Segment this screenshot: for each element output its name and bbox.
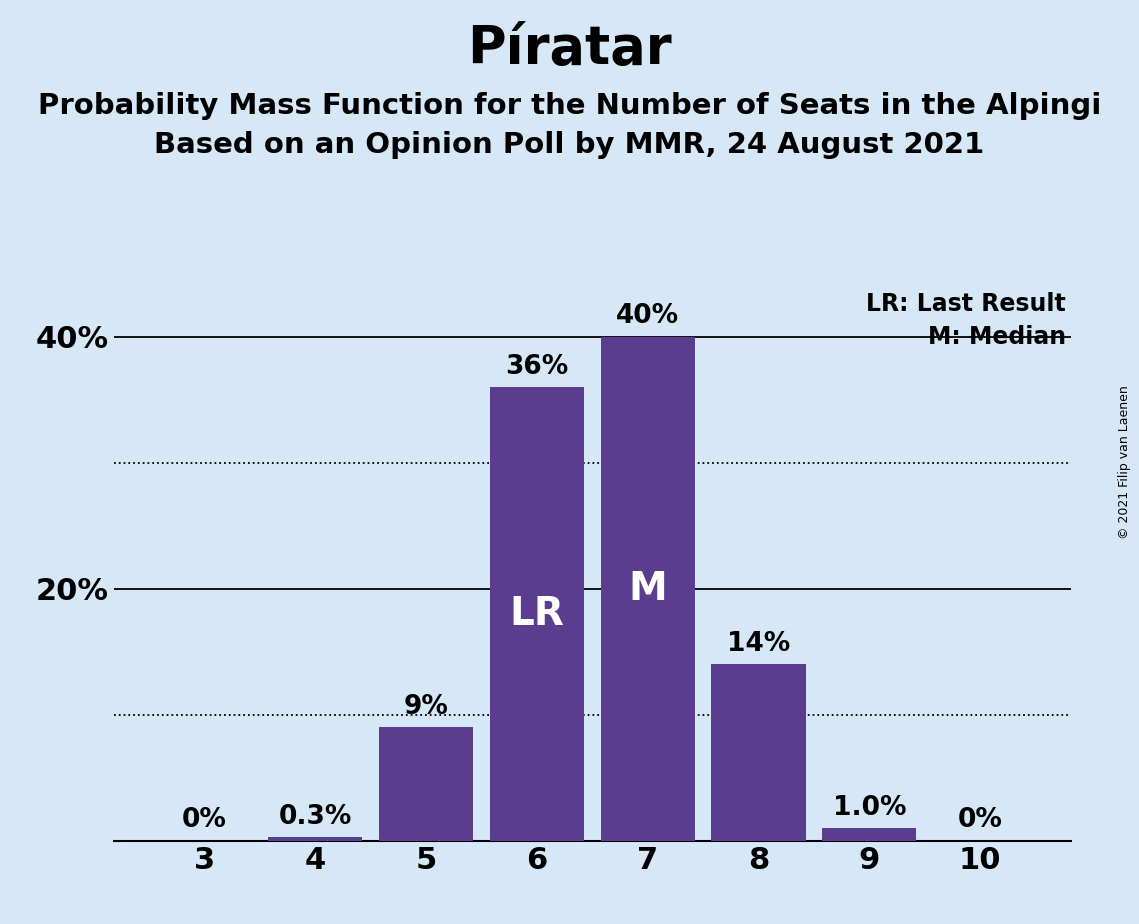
Bar [712,664,805,841]
Bar [822,828,917,841]
Text: © 2021 Filip van Laenen: © 2021 Filip van Laenen [1118,385,1131,539]
Text: 9%: 9% [403,694,449,720]
Text: 0%: 0% [958,808,1002,833]
Bar [490,387,584,841]
Bar [379,727,473,841]
Bar [268,837,362,841]
Text: 0.3%: 0.3% [279,804,352,830]
Text: M: Median: M: Median [928,325,1066,349]
Text: 1.0%: 1.0% [833,795,906,821]
Text: Probability Mass Function for the Number of Seats in the Alpingi: Probability Mass Function for the Number… [38,92,1101,120]
Text: 40%: 40% [616,303,679,329]
Text: M: M [629,570,667,608]
Text: Píratar: Píratar [467,23,672,75]
Text: 36%: 36% [506,354,568,380]
Text: Based on an Opinion Poll by MMR, 24 August 2021: Based on an Opinion Poll by MMR, 24 Augu… [155,131,984,159]
Bar [600,337,695,841]
Text: LR: Last Result: LR: Last Result [866,292,1066,316]
Text: LR: LR [509,595,564,633]
Text: 0%: 0% [182,808,227,833]
Text: 14%: 14% [727,631,790,657]
